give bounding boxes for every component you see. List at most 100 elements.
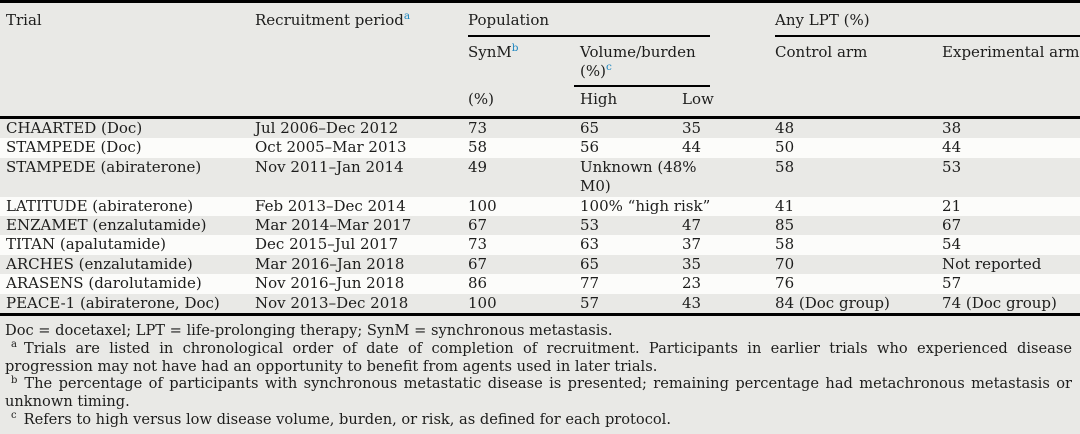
volume-high-cell: 77 bbox=[580, 274, 600, 293]
table-row: LATITUDE (abiraterone) Feb 2013–Dec 2014… bbox=[0, 196, 1080, 217]
volume-high-cell: 57 bbox=[574, 293, 676, 317]
trial-cell: STAMPEDE (Doc) bbox=[6, 138, 142, 157]
recruitment-period-cell: Mar 2016–Jan 2018 bbox=[255, 254, 405, 273]
col-header-high-label: High bbox=[580, 90, 618, 108]
table-row: STAMPEDE (Doc) Oct 2005–Mar 2013 58 56 4… bbox=[0, 138, 1080, 158]
recruitment-period-cell: Dec 2015–Jul 2017 bbox=[255, 235, 399, 254]
col-group-any-lpt-label: Any LPT (%) bbox=[775, 11, 870, 29]
col-header-recruitment-label: Recruitment period bbox=[255, 11, 404, 29]
footnote-ref-b: b bbox=[511, 42, 519, 54]
col-header-low-label: Low bbox=[682, 90, 714, 108]
volume-high-cell: 63 bbox=[580, 235, 600, 254]
experimental-arm-cell: 67 bbox=[942, 216, 962, 235]
experimental-arm-cell: 57 bbox=[942, 274, 962, 293]
col-header-synm-label: SynM bbox=[468, 43, 512, 61]
footnote-b-text: The percentage of participants with sync… bbox=[5, 375, 1072, 411]
experimental-arm-cell: 38 bbox=[942, 119, 962, 137]
experimental-arm-cell: 44 bbox=[942, 138, 962, 157]
trial-cell: ENZAMET (enzalutamide) bbox=[6, 216, 207, 235]
volume-span-cell: Unknown (48% M0) bbox=[580, 157, 697, 196]
synm-cell: 86 bbox=[468, 274, 488, 293]
recruitment-period-cell: Nov 2013–Dec 2018 bbox=[249, 293, 462, 317]
table-row: ARASENS (darolutamide) Nov 2016–Jun 2018… bbox=[0, 274, 1080, 294]
recruitment-period-cell: Nov 2011–Jan 2014 bbox=[255, 157, 404, 176]
col-header-experimental-arm: Experimental arm bbox=[936, 37, 1080, 119]
volume-low-cell: 35 bbox=[682, 119, 702, 137]
col-group-population: Population bbox=[462, 2, 769, 37]
footnote-a: a Trials are listed in chronological orde… bbox=[5, 340, 1072, 376]
trial-cell: ARASENS (darolutamide) bbox=[6, 274, 202, 293]
col-group-population-label: Population bbox=[468, 11, 550, 29]
trials-table: Trial Recruitment perioda Population Any… bbox=[0, 0, 1080, 317]
col-header-experimental-label: Experimental arm bbox=[942, 43, 1080, 61]
footnote-b: b The percentage of participants with syn… bbox=[5, 375, 1072, 411]
control-arm-cell: 70 bbox=[775, 254, 795, 273]
synm-cell: 49 bbox=[468, 157, 488, 176]
synm-cell: 73 bbox=[468, 235, 488, 254]
control-arm-cell: 76 bbox=[775, 274, 795, 293]
abbreviations-note: Doc = docetaxel; LPT = life-prolonging t… bbox=[5, 322, 613, 340]
col-header-low: Low bbox=[676, 87, 770, 119]
volume-burden-spanner-rule: Volume/burden (%)c bbox=[574, 43, 711, 87]
control-arm-cell: 58 bbox=[775, 157, 795, 176]
population-spanner-rule: Population bbox=[468, 11, 711, 37]
col-header-control-arm: Control arm bbox=[769, 37, 937, 119]
table-body: CHAARTED (Doc) Jul 2006–Dec 2012 73 65 3… bbox=[0, 118, 1080, 317]
volume-high-cell: 65 bbox=[580, 119, 600, 137]
footnote-a-text: Trials are listed in chronological order… bbox=[5, 339, 1072, 375]
experimental-arm-cell: 74 (Doc group) bbox=[936, 293, 1080, 317]
recruitment-period-cell: Jul 2006–Dec 2012 bbox=[255, 119, 399, 137]
table-row: ENZAMET (enzalutamide) Mar 2014–Mar 2017… bbox=[0, 216, 1080, 235]
volume-high-cell: 65 bbox=[580, 254, 600, 273]
experimental-arm-cell: 54 bbox=[942, 235, 962, 254]
volume-low-cell: 23 bbox=[682, 274, 702, 293]
volume-high-cell: 56 bbox=[580, 138, 600, 157]
footnote-c-text: Refers to high versus low disease volume… bbox=[23, 411, 671, 429]
volume-low-cell: 43 bbox=[676, 293, 770, 317]
experimental-arm-cell: 53 bbox=[942, 157, 962, 176]
control-arm-cell: 48 bbox=[775, 119, 795, 137]
control-arm-cell: 84 (Doc group) bbox=[769, 293, 937, 317]
col-header-recruitment-period: Recruitment perioda bbox=[249, 1, 462, 119]
col-header-trial-label: Trial bbox=[6, 11, 42, 29]
table-footnotes: Doc = docetaxel; LPT = life-prolonging t… bbox=[0, 316, 1080, 429]
trial-cell: ARCHES (enzalutamide) bbox=[6, 254, 193, 273]
footnote-ref-c: c bbox=[605, 61, 612, 73]
volume-low-cell: 44 bbox=[682, 138, 702, 157]
footnote-a-marker: a bbox=[11, 339, 17, 350]
volume-span-cell: 100% “high risk” bbox=[580, 196, 711, 215]
volume-low-cell: 47 bbox=[682, 216, 702, 235]
recruitment-period-cell: Mar 2014–Mar 2017 bbox=[255, 216, 412, 235]
trial-cell: PEACE-1 (abiraterone, Doc) bbox=[0, 293, 249, 317]
col-header-synm-percent: (%) bbox=[462, 87, 574, 119]
trial-cell: STAMPEDE (abiraterone) bbox=[6, 157, 202, 176]
control-arm-cell: 85 bbox=[775, 216, 795, 235]
table-row: ARCHES (enzalutamide) Mar 2016–Jan 2018 … bbox=[0, 255, 1080, 274]
table-row: TITAN (apalutamide) Dec 2015–Jul 2017 73… bbox=[0, 235, 1080, 255]
trial-cell: CHAARTED (Doc) bbox=[6, 119, 143, 137]
col-header-high: High bbox=[574, 87, 676, 119]
trial-cell: LATITUDE (abiraterone) bbox=[6, 196, 194, 215]
col-header-volume-label: Volume/burden bbox=[580, 43, 696, 61]
footnote-ref-a: a bbox=[403, 10, 411, 22]
footnote-b-marker: b bbox=[11, 374, 18, 386]
footnote-c-marker: c bbox=[11, 410, 17, 422]
synm-cell: 100 bbox=[462, 293, 574, 317]
footnote-c: c Refers to high versus low disease volum… bbox=[5, 411, 1072, 429]
synm-cell: 67 bbox=[468, 216, 488, 235]
volume-low-cell: 35 bbox=[682, 254, 702, 273]
synm-cell: 73 bbox=[468, 119, 488, 137]
col-header-synm: SynMb bbox=[462, 37, 574, 87]
volume-low-cell: 37 bbox=[682, 235, 702, 254]
recruitment-period-cell: Oct 2005–Mar 2013 bbox=[255, 138, 407, 157]
experimental-arm-cell: Not reported bbox=[942, 254, 1042, 273]
any-lpt-spanner-rule: Any LPT (%) bbox=[775, 11, 1080, 37]
recruitment-period-cell: Nov 2016–Jun 2018 bbox=[255, 274, 405, 293]
control-arm-cell: 50 bbox=[775, 138, 795, 157]
table-row: PEACE-1 (abiraterone, Doc) Nov 2013–Dec … bbox=[0, 293, 1080, 317]
synm-cell: 67 bbox=[468, 254, 488, 273]
volume-high-cell: 53 bbox=[580, 216, 600, 235]
col-header-synm-percent-label: (%) bbox=[468, 90, 494, 108]
synm-cell: 100 bbox=[468, 196, 497, 215]
control-arm-cell: 41 bbox=[775, 196, 795, 215]
